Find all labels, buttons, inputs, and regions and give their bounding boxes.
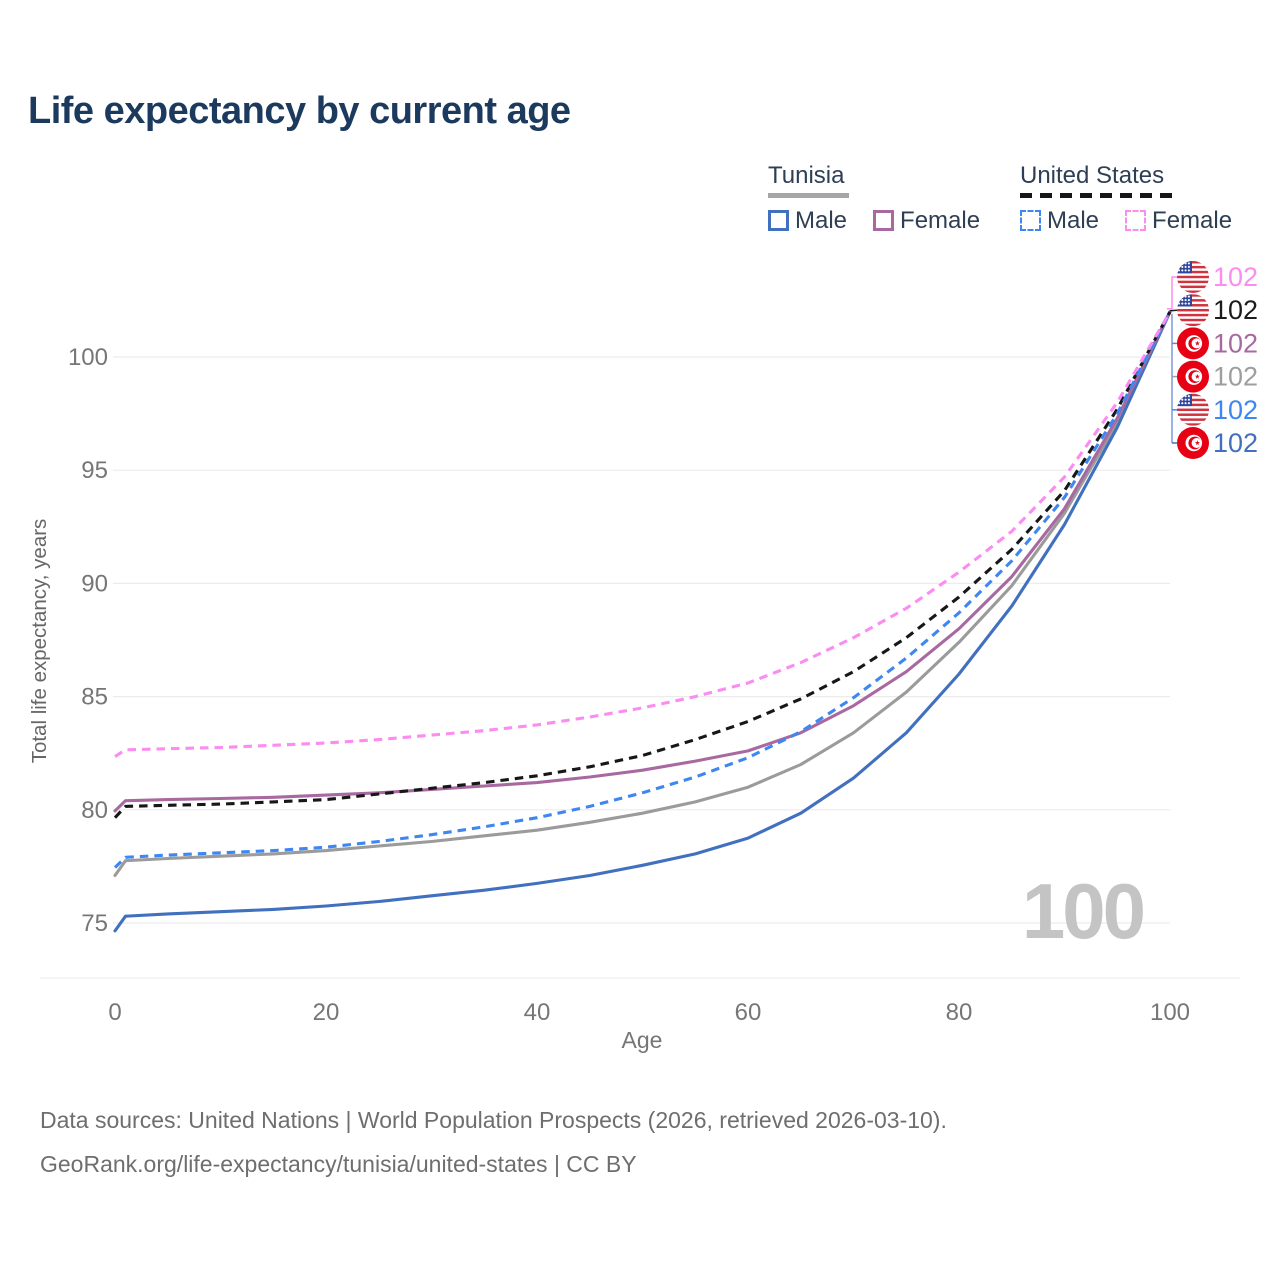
y-tick-label-85: 85	[81, 684, 108, 711]
series-line-united-states-female	[114, 310, 1172, 758]
y-tick-label-100: 100	[68, 344, 108, 371]
y-tick-label-95: 95	[81, 457, 108, 484]
end-value-label: 102	[1213, 428, 1258, 458]
tunisia-flag-icon	[1177, 327, 1209, 359]
legend-tunisia-items: Male Female	[768, 207, 1006, 235]
legend-group-tunisia: Tunisia Male Female	[768, 162, 1006, 235]
us-flag-icon	[1177, 261, 1209, 293]
legend-united-states-label[interactable]: United States	[1020, 162, 1165, 189]
series-line-united-states-male	[113, 310, 1172, 869]
footer-attribution-link[interactable]: GeoRank.org/life-expectancy/tunisia/unit…	[40, 1151, 637, 1177]
x-tick-label-20: 20	[313, 999, 340, 1026]
footer: Data sources: United Nations | World Pop…	[40, 1107, 947, 1195]
series-line-tunisia-male	[113, 310, 1172, 933]
x-tick-label-0: 0	[108, 999, 121, 1026]
y-tick-label-75: 75	[81, 910, 108, 937]
y-tick-label-80: 80	[81, 797, 108, 824]
end-value-label: 102	[1213, 395, 1258, 425]
us-flag-icon	[1177, 294, 1209, 326]
x-tick-label-100: 100	[1150, 999, 1190, 1026]
legend-tunisia-label[interactable]: Tunisia	[768, 162, 845, 189]
series-line-tunisia-both-sexes	[113, 310, 1172, 878]
flag-use	[1177, 361, 1209, 393]
x-tick-label-40: 40	[524, 999, 551, 1026]
x-axis-title: Age	[622, 1027, 663, 1053]
y-axis-title: Total life expectancy, years	[28, 519, 51, 764]
page-title: Life expectancy by current age	[28, 90, 571, 132]
legend-group-united-states: United States Male Female	[1020, 162, 1258, 235]
end-value-label: 102	[1213, 328, 1258, 358]
series-line-tunisia-female	[113, 310, 1172, 813]
legend-swatch-tunisia-female[interactable]	[873, 210, 895, 232]
end-value-label: 102	[1213, 295, 1258, 325]
x-tick-label-60: 60	[735, 999, 762, 1026]
legend-swatch-us-female[interactable]	[1125, 210, 1147, 232]
flag-use	[1177, 394, 1209, 426]
flag-use	[1177, 327, 1209, 359]
x-tick-label-80: 80	[946, 999, 973, 1026]
end-value-label: 102	[1213, 262, 1258, 292]
series-line-united-states-both-sexes	[113, 310, 1172, 819]
footer-data-sources: Data sources: United Nations | World Pop…	[40, 1107, 947, 1133]
flag-use	[1177, 427, 1209, 459]
legend-swatch-us-male[interactable]	[1020, 210, 1041, 232]
legend-label-tunisia-male[interactable]: Male	[795, 206, 848, 234]
end-value-label: 102	[1213, 362, 1258, 392]
tunisia-flag-icon	[1177, 427, 1209, 459]
flag-use	[1177, 294, 1209, 326]
legend-label-us-female[interactable]: Female	[1152, 206, 1233, 234]
us-flag-icon	[1177, 394, 1209, 426]
age-watermark: 100	[1021, 867, 1146, 955]
legend-united-states-underline	[1020, 192, 1176, 198]
legend-tunisia-underline	[768, 192, 849, 198]
end-connector-us-both	[1169, 309, 1178, 312]
legend-label-us-male[interactable]: Male	[1047, 206, 1100, 234]
legend-swatch-tunisia-male[interactable]	[768, 210, 789, 232]
end-connector-us-female	[1167, 276, 1177, 310]
tunisia-flag-icon	[1177, 361, 1209, 393]
legend-united-states-items: Male Female	[1020, 207, 1258, 235]
legend-label-tunisia-female[interactable]: Female	[900, 206, 981, 234]
y-tick-label-90: 90	[81, 570, 108, 597]
flag-use	[1177, 261, 1209, 293]
